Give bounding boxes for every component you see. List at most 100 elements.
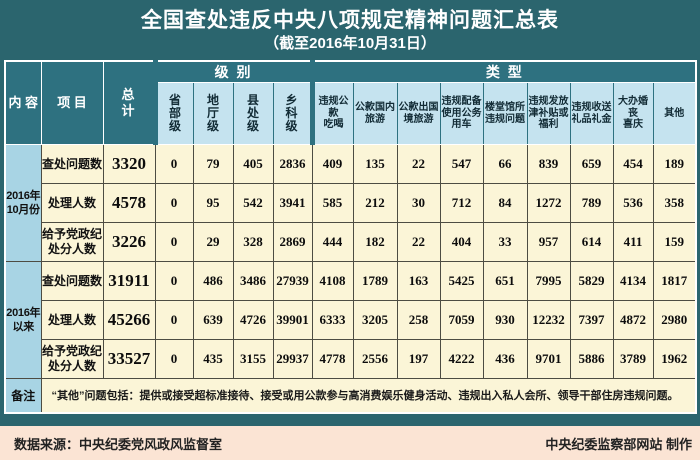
table-row: 处理人数 45266 0 639 4726 39901 6333 3205 258 7059 930…	[5, 300, 697, 340]
data-cell: 2836	[272, 144, 313, 184]
footer-bar: 数据来源：中央纪委党风政风监督室 中央纪委监察部网站 制作	[0, 426, 700, 460]
data-cell: 3789	[612, 339, 654, 379]
column-header-type-8: 其他	[652, 82, 697, 145]
table-row: 2016年 以来 查处问题数 31911 0 486 3486 27939 4108 1789 1…	[4, 261, 697, 379]
summary-table: 内 容 项 目 总 计 级 别 类 型 省 部 级 地 厅 级 县 处 级 乡 …	[4, 60, 698, 414]
data-source: 数据来源：中央纪委党风政风监督室	[14, 436, 223, 452]
data-cell: 95	[192, 183, 234, 223]
data-cell: 547	[439, 144, 484, 184]
row-group-label: 2016年 以来	[4, 261, 42, 379]
column-header-type-3: 违规配备 使用公务 用车	[439, 82, 484, 145]
note-label: 备注	[4, 378, 42, 413]
data-cell: 411	[612, 222, 654, 262]
column-header-level-2: 县 处 级	[232, 82, 274, 145]
header-content: 内 容	[4, 60, 42, 145]
data-cell: 0	[154, 300, 194, 340]
data-cell: 29937	[272, 339, 313, 379]
data-cell: 9701	[526, 339, 571, 379]
table-row: 给予党政纪 处分人数 3226 0 29 328 2869 444 182 22 404 33 957…	[5, 222, 697, 262]
data-cell: 405	[232, 144, 274, 184]
total-cell: 3226	[102, 222, 156, 262]
note-row: 备注 “其他”问题包括：提供或接受超标准接待、接受或用公款参与高消费娱乐健身活动…	[4, 378, 697, 413]
header-group-row: 内 容 项 目 总 计 级 别 类 型	[4, 60, 697, 145]
column-header-type-4: 楼堂馆所 违规问题	[482, 82, 528, 145]
data-cell: 29	[192, 222, 234, 262]
data-cell: 182	[352, 222, 398, 262]
data-cell: 789	[569, 183, 614, 223]
data-cell: 12232	[526, 300, 571, 340]
table-row: 给予党政纪 处分人数 33527 0 435 3155 29937 4778 2556 197 4…	[5, 339, 697, 379]
data-cell: 7995	[526, 261, 571, 301]
row-label: 给予党政纪 处分人数	[40, 222, 104, 262]
data-cell: 4778	[311, 339, 354, 379]
column-header-type-7: 大办婚丧 喜庆	[612, 82, 654, 145]
data-cell: 0	[154, 144, 194, 184]
total-cell: 45266	[102, 300, 156, 340]
data-cell: 0	[154, 261, 194, 301]
column-header-type-2: 公款出国 境旅游	[396, 82, 441, 145]
data-cell: 712	[439, 183, 484, 223]
data-cell: 454	[612, 144, 654, 184]
data-cell: 639	[192, 300, 234, 340]
row-group-label: 2016年 10月份	[4, 144, 42, 262]
data-cell: 5425	[439, 261, 484, 301]
note-text: “其他”问题包括：提供或接受超标准接待、接受或用公款参与高消费娱乐健身活动、违规…	[40, 378, 697, 413]
data-cell: 651	[482, 261, 528, 301]
title-area: 全国查处违反中央八项规定精神问题汇总表 （截至2016年10月31日）	[0, 0, 700, 60]
page-title: 全国查处违反中央八项规定精神问题汇总表	[141, 9, 559, 32]
header-group-level: 级 别	[154, 60, 315, 83]
data-cell: 4108	[311, 261, 354, 301]
data-cell: 5886	[569, 339, 614, 379]
data-cell: 7059	[439, 300, 484, 340]
data-cell: 30	[396, 183, 441, 223]
data-cell: 159	[652, 222, 697, 262]
data-cell: 614	[569, 222, 614, 262]
data-cell: 79	[192, 144, 234, 184]
data-cell: 1817	[652, 261, 697, 301]
table-row: 2016年 10月份 查处问题数 3320 0 79 405 2836 409 135 22 547…	[4, 144, 697, 262]
data-cell: 0	[154, 183, 194, 223]
data-cell: 27939	[272, 261, 313, 301]
total-cell: 31911	[102, 261, 156, 301]
data-cell: 135	[352, 144, 398, 184]
header-columns-row: 省 部 级 地 厅 级 县 处 级 乡 科 级 违规公款 吃喝 公款国内 旅游 …	[5, 82, 697, 145]
table-row: 处理人数 4578 0 95 542 3941 585 212 30 712 84 1272 789 53…	[5, 183, 697, 223]
data-cell: 4726	[232, 300, 274, 340]
header-group-type: 类 型	[311, 60, 697, 83]
data-cell: 1789	[352, 261, 398, 301]
data-cell: 2556	[352, 339, 398, 379]
data-cell: 0	[154, 339, 194, 379]
data-cell: 4222	[439, 339, 484, 379]
data-cell: 3941	[272, 183, 313, 223]
data-cell: 358	[652, 183, 697, 223]
column-header-type-6: 违规收送 礼品礼金	[569, 82, 614, 145]
data-cell: 258	[396, 300, 441, 340]
row-label: 查处问题数	[40, 144, 104, 184]
data-cell: 3155	[232, 339, 274, 379]
column-header-type-5: 违规发放 津补贴或 福利	[526, 82, 571, 145]
data-cell: 0	[154, 222, 194, 262]
data-cell: 957	[526, 222, 571, 262]
column-header-type-0: 违规公款 吃喝	[311, 82, 354, 145]
data-cell: 1272	[526, 183, 571, 223]
data-cell: 5829	[569, 261, 614, 301]
credit: 中央纪委监察部网站 制作	[545, 436, 692, 452]
total-cell: 3320	[102, 144, 156, 184]
data-cell: 536	[612, 183, 654, 223]
row-label: 处理人数	[40, 300, 104, 340]
data-cell: 839	[526, 144, 571, 184]
data-cell: 409	[311, 144, 354, 184]
data-cell: 2869	[272, 222, 313, 262]
data-cell: 4134	[612, 261, 654, 301]
column-header-level-3: 乡 科 级	[272, 82, 315, 145]
data-cell: 33	[482, 222, 528, 262]
row-label: 给予党政纪 处分人数	[40, 339, 104, 379]
data-cell: 585	[311, 183, 354, 223]
column-header-level-0: 省 部 级	[154, 82, 194, 145]
page-subtitle: （截至2016年10月31日）	[264, 35, 436, 52]
data-cell: 4872	[612, 300, 654, 340]
data-cell: 404	[439, 222, 484, 262]
column-header-level-1: 地 厅 级	[192, 82, 234, 145]
data-cell: 66	[482, 144, 528, 184]
row-label: 查处问题数	[40, 261, 104, 301]
